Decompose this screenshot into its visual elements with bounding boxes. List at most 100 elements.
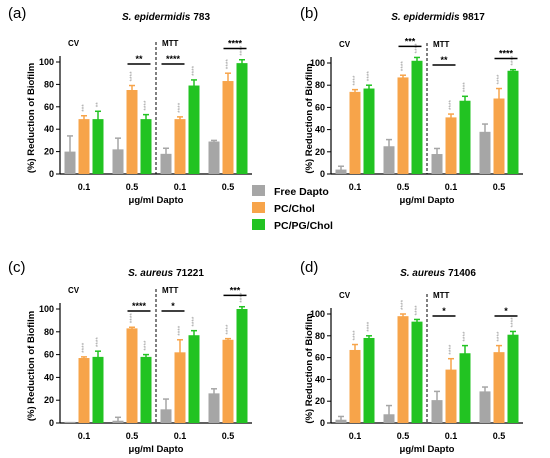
- x-tick-label: 0.1: [349, 431, 362, 441]
- legend-label: Free Dapto: [274, 186, 329, 198]
- y-tick-label: 100: [39, 304, 54, 314]
- significance-stars-vs-free: ****: [414, 305, 421, 316]
- x-tick-label: 0.1: [174, 431, 187, 441]
- y-tick-label: 20: [315, 147, 325, 157]
- significance-stars-vs-free: ***: [81, 104, 88, 112]
- y-tick-label: 60: [315, 353, 325, 363]
- chart-title: S. epidermidis 783: [122, 12, 210, 23]
- bar: [459, 100, 471, 174]
- x-tick-label: 0.1: [78, 431, 91, 441]
- bar: [411, 321, 423, 423]
- y-axis-title: (%) Reduction of Biofilm: [304, 63, 315, 173]
- bar: [174, 352, 186, 423]
- section-label-mtt: MTT: [162, 39, 179, 48]
- significance-stars-vs-free: ****: [352, 75, 359, 86]
- section-label-mtt: MTT: [162, 286, 179, 295]
- legend-swatch: [252, 219, 265, 230]
- significance-stars-vs-free: **: [95, 102, 102, 108]
- comparison-stars: ***: [230, 285, 241, 295]
- x-tick-label: 0.5: [222, 431, 235, 441]
- bar: [64, 421, 76, 423]
- x-axis-title: μg/ml Dapto: [129, 195, 184, 206]
- bar: [431, 400, 443, 423]
- bar: [507, 334, 519, 423]
- panel-label: (d): [300, 259, 318, 276]
- comparison-stars: ****: [499, 49, 514, 59]
- chart-panel: (c) S. aureus 71221 0 20 40 60 80 100(%) Reducti…: [8, 259, 252, 455]
- significance-stars-vs-free: ****: [366, 321, 373, 332]
- significance-stars-vs-free: ****: [414, 43, 421, 54]
- x-tick-label: 0.1: [445, 431, 458, 441]
- bar: [383, 146, 395, 174]
- comparison-stars: *: [504, 306, 508, 316]
- significance-stars-vs-free: ****: [510, 55, 517, 66]
- chart-title-species: S. epidermidis: [391, 12, 460, 23]
- significance-stars-vs-free: ****: [129, 71, 136, 82]
- chart-title-species: S. aureus: [128, 268, 173, 279]
- chart-title: S. aureus 71406: [400, 268, 476, 279]
- panel-label: (a): [8, 5, 26, 22]
- y-axis-title: (%) Reduction of Biofilm: [26, 311, 37, 421]
- x-axis-title: μg/ml Dapto: [129, 444, 184, 455]
- bar: [349, 91, 361, 174]
- bar: [126, 90, 138, 174]
- significance-stars-vs-free: ****: [352, 330, 359, 341]
- y-tick-label: 40: [315, 125, 325, 135]
- significance-stars-vs-free: ****: [462, 331, 469, 342]
- y-tick-label: 40: [44, 372, 54, 382]
- significance-stars-vs-free: ****: [225, 324, 232, 335]
- x-tick-label: 0.5: [493, 431, 506, 441]
- bar: [411, 60, 423, 174]
- comparison-stars: ****: [228, 39, 243, 49]
- bar: [445, 117, 457, 174]
- section-label-mtt: MTT: [433, 291, 450, 300]
- bar: [363, 337, 375, 423]
- y-tick-label: 40: [315, 374, 325, 384]
- y-tick-label: 80: [315, 80, 325, 90]
- significance-stars-vs-free: ****: [177, 325, 184, 336]
- bar: [78, 119, 90, 174]
- y-axis-title: (%) Reduction of Biofilm: [26, 63, 37, 173]
- panel-label: (c): [8, 259, 26, 276]
- bar: [431, 154, 443, 174]
- legend-swatch: [252, 202, 265, 213]
- comparison-stars: ****: [132, 301, 147, 311]
- significance-stars-vs-free: ****: [400, 61, 407, 72]
- significance-stars-vs-free: ****: [191, 316, 198, 327]
- section-label-cv: CV: [339, 40, 351, 49]
- legend-swatch: [252, 185, 265, 196]
- y-tick-label: 40: [44, 124, 54, 134]
- x-tick-label: 0.5: [397, 431, 410, 441]
- significance-stars-vs-free: ****: [239, 292, 246, 303]
- significance-stars-vs-free: ****: [239, 45, 246, 56]
- x-tick-label: 0.1: [349, 182, 362, 192]
- bar: [397, 77, 409, 174]
- bar: [78, 358, 90, 423]
- chart-title: S. epidermidis 9817: [391, 12, 485, 23]
- y-tick-label: 80: [44, 327, 54, 337]
- significance-stars-vs-free: ****: [81, 342, 88, 353]
- comparison-stars: **: [135, 54, 143, 64]
- comparison-stars: *: [171, 301, 175, 311]
- section-label-mtt: MTT: [433, 40, 450, 49]
- y-tick-label: 20: [315, 396, 325, 406]
- bar: [493, 352, 505, 423]
- y-tick-label: 80: [44, 79, 54, 89]
- chart-panel: (b) S. epidermidis 9817 0 20 40 60 80 100(%) Red…: [300, 5, 523, 206]
- y-tick-label: 60: [44, 350, 54, 360]
- chart-title-strain: 71221: [176, 268, 204, 279]
- section-label-cv: CV: [68, 39, 80, 48]
- significance-stars-vs-free: ****: [496, 74, 503, 85]
- y-tick-label: 60: [315, 102, 325, 112]
- bar: [112, 149, 124, 174]
- bar: [397, 316, 409, 423]
- chart-title: S. aureus 71221: [128, 268, 204, 279]
- x-tick-label: 0.1: [445, 182, 458, 192]
- significance-stars-vs-free: ****: [177, 102, 184, 113]
- significance-stars-vs-free: ****: [448, 99, 455, 110]
- section-label-cv: CV: [68, 286, 80, 295]
- bar: [445, 369, 457, 423]
- legend-label: PC/PG/Chol: [274, 220, 333, 232]
- y-tick-label: 80: [315, 331, 325, 341]
- significance-stars-vs-free: ****: [191, 65, 198, 76]
